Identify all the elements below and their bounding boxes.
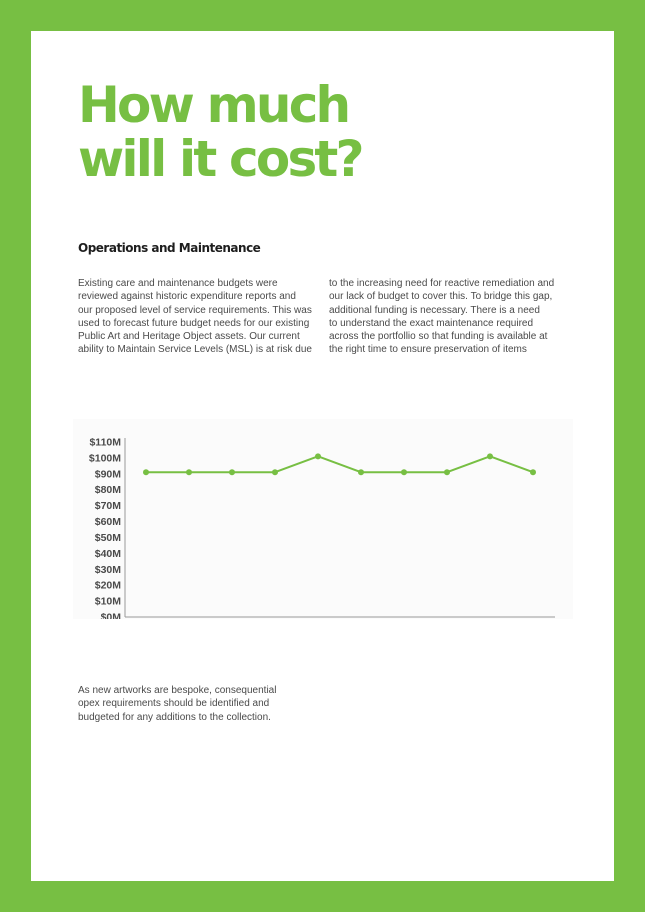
y-tick-label: $20M bbox=[95, 580, 122, 592]
data-point bbox=[487, 453, 493, 460]
data-point bbox=[315, 453, 321, 460]
y-tick-label: $30M bbox=[95, 564, 122, 576]
closing-line: budgeted for any additions to the collec… bbox=[78, 711, 271, 723]
body-line: additional funding is necessary. There i… bbox=[329, 304, 540, 316]
data-point bbox=[530, 469, 536, 476]
page-title: How much will it cost? bbox=[78, 76, 365, 188]
data-point bbox=[272, 469, 278, 476]
y-tick-label: $110M bbox=[89, 437, 121, 449]
body-line: Public Art and Heritage Object assets. O… bbox=[78, 331, 300, 343]
y-tick-label: $40M bbox=[95, 548, 122, 560]
y-tick-label: $90M bbox=[95, 468, 122, 480]
data-point bbox=[444, 469, 450, 476]
closing-line: As new artworks are bespoke, consequenti… bbox=[78, 685, 277, 696]
body-line: Existing care and maintenance budgets we… bbox=[78, 278, 278, 289]
y-tick-label: $60M bbox=[95, 516, 122, 528]
body-line: to the increasing need for reactive reme… bbox=[329, 278, 555, 289]
y-tick-label: $70M bbox=[95, 500, 122, 512]
data-point bbox=[229, 469, 235, 476]
body-line: the right time to ensure preservation of… bbox=[329, 344, 527, 356]
body-line: across the portfollio so that funding is… bbox=[329, 331, 548, 343]
y-tick-label: $10M bbox=[95, 596, 122, 608]
body-line: ability to Maintain Service Levels (MSL)… bbox=[78, 344, 312, 356]
y-tick-label: $0M bbox=[101, 612, 122, 620]
body-line: reviewed against historic expenditure re… bbox=[78, 291, 296, 303]
title-line-2: will it cost? bbox=[78, 130, 365, 188]
body-line: our proposed level of service requiremen… bbox=[78, 304, 312, 316]
body-column-right: to the increasing need for reactive reme… bbox=[329, 277, 579, 357]
closing-paragraph: As new artworks are bespoke, consequenti… bbox=[78, 684, 276, 724]
y-tick-label: $100M bbox=[89, 452, 121, 464]
body-line: to understand the exact maintenance requ… bbox=[329, 317, 534, 329]
body-line: our lack of budget to cover this. To bri… bbox=[329, 291, 553, 303]
y-tick-label: $80M bbox=[95, 484, 122, 496]
page: How much will it cost? Operations and Ma… bbox=[31, 31, 614, 881]
budget-line-chart: $0M $10M $20M $30M $40M $50M $60M $70M $80M $90M $… bbox=[73, 419, 573, 619]
body-line: used to forecast future budget needs for… bbox=[78, 317, 310, 329]
title-line-1: How much bbox=[78, 76, 351, 134]
section-heading: Operations and Maintenance bbox=[78, 241, 261, 255]
body-column-left: Existing care and maintenance budgets we… bbox=[78, 277, 328, 357]
y-tick-label: $50M bbox=[95, 532, 122, 544]
data-point bbox=[143, 469, 149, 476]
data-point bbox=[186, 469, 192, 476]
data-point bbox=[358, 469, 364, 476]
chart-canvas: $0M $10M $20M $30M $40M $50M $60M $70M $80M $90M $… bbox=[89, 437, 555, 620]
data-point bbox=[401, 469, 407, 476]
closing-line: opex requirements should be identified a… bbox=[78, 698, 270, 710]
series-line bbox=[146, 455, 534, 474]
